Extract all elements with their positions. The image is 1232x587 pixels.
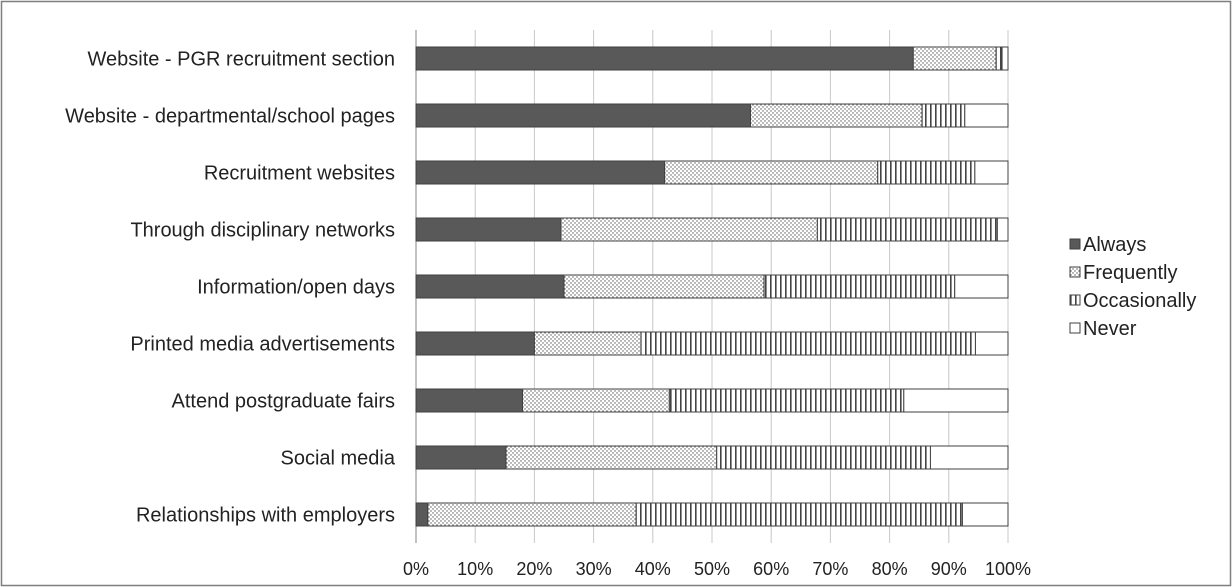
x-tick-label: 70% [812, 559, 848, 579]
category-label: Printed media advertisements [130, 334, 395, 356]
bar-segment-frequently [533, 331, 642, 356]
legend-swatch-always [1069, 238, 1081, 250]
bar-segment-occasionally [995, 46, 1003, 71]
category-label: Website - departmental/school pages [65, 106, 395, 128]
category-label: Through disciplinary networks [130, 220, 395, 242]
category-label: Relationships with employers [136, 505, 395, 527]
bar-segment-never [996, 217, 1009, 242]
bar-segment-frequently [505, 445, 718, 470]
bar-segment-always [415, 46, 914, 71]
bar-segment-frequently [427, 502, 637, 527]
bar-segment-frequently [664, 160, 879, 185]
bar-segment-occasionally [877, 160, 976, 185]
bar-segment-never [954, 274, 1009, 299]
bars-group [415, 46, 1009, 527]
x-tick-label: 20% [516, 559, 552, 579]
bar-segment-occasionally [816, 217, 998, 242]
legend-swatch-frequently [1069, 266, 1081, 278]
category-label: Website - PGR recruitment section [87, 49, 395, 71]
bar-segment-never [1001, 46, 1009, 71]
bar-segment-never [903, 388, 1009, 413]
x-tick-label: 60% [753, 559, 789, 579]
bar-segment-always [415, 502, 429, 527]
bar-segment-never [974, 331, 1009, 356]
bar-segment-always [415, 274, 565, 299]
bar-segment-frequently [560, 217, 818, 242]
bar-segment-occasionally [921, 103, 966, 128]
bar-segment-occasionally [635, 502, 963, 527]
bar-segment-never [961, 502, 1009, 527]
bar-segment-frequently [522, 388, 670, 413]
x-tick-label: 30% [576, 559, 612, 579]
category-label: Recruitment websites [204, 163, 395, 185]
bar-segment-occasionally [716, 445, 931, 470]
category-label: Information/open days [197, 277, 395, 299]
x-tick-label: 100% [985, 559, 1031, 579]
legend: Always Frequently Occasionally Never [1069, 234, 1196, 340]
x-tick-label: 40% [635, 559, 671, 579]
x-tick-label: 90% [931, 559, 967, 579]
bar-segment-frequently [563, 274, 765, 299]
x-tick-label: 50% [694, 559, 730, 579]
legend-swatch-occasionally [1069, 294, 1081, 306]
legend-label-frequently: Frequently [1083, 262, 1178, 284]
legend-label-never: Never [1083, 318, 1137, 340]
x-axis-ticks: 0% 10% 20% 30% 40% 50% 60% 70% 80% 90% 100% [403, 559, 1031, 579]
x-tick-label: 0% [403, 559, 429, 579]
bar-segment-always [415, 160, 666, 185]
bar-segment-always [415, 331, 535, 356]
bar-segment-occasionally [668, 388, 905, 413]
bar-segment-occasionally [763, 274, 956, 299]
legend-label-occasionally: Occasionally [1083, 290, 1196, 312]
bar-segment-never [964, 103, 1009, 128]
bar-segment-occasionally [640, 331, 976, 356]
bar-segment-never [974, 160, 1009, 185]
category-label: Attend postgraduate fairs [172, 391, 395, 413]
x-tick-label: 10% [457, 559, 493, 579]
legend-swatch-never [1069, 322, 1081, 334]
bar-segment-never [929, 445, 1009, 470]
bar-segment-always [415, 388, 524, 413]
bar-segment-frequently [912, 46, 997, 71]
category-label: Social media [280, 448, 395, 470]
bar-segment-always [415, 103, 751, 128]
bar-segment-frequently [749, 103, 923, 128]
bar-segment-always [415, 445, 507, 470]
category-labels: Website - PGR recruitment section Website… [65, 49, 396, 527]
x-tick-label: 80% [872, 559, 908, 579]
legend-label-always: Always [1083, 234, 1146, 256]
bar-segment-always [415, 217, 562, 242]
